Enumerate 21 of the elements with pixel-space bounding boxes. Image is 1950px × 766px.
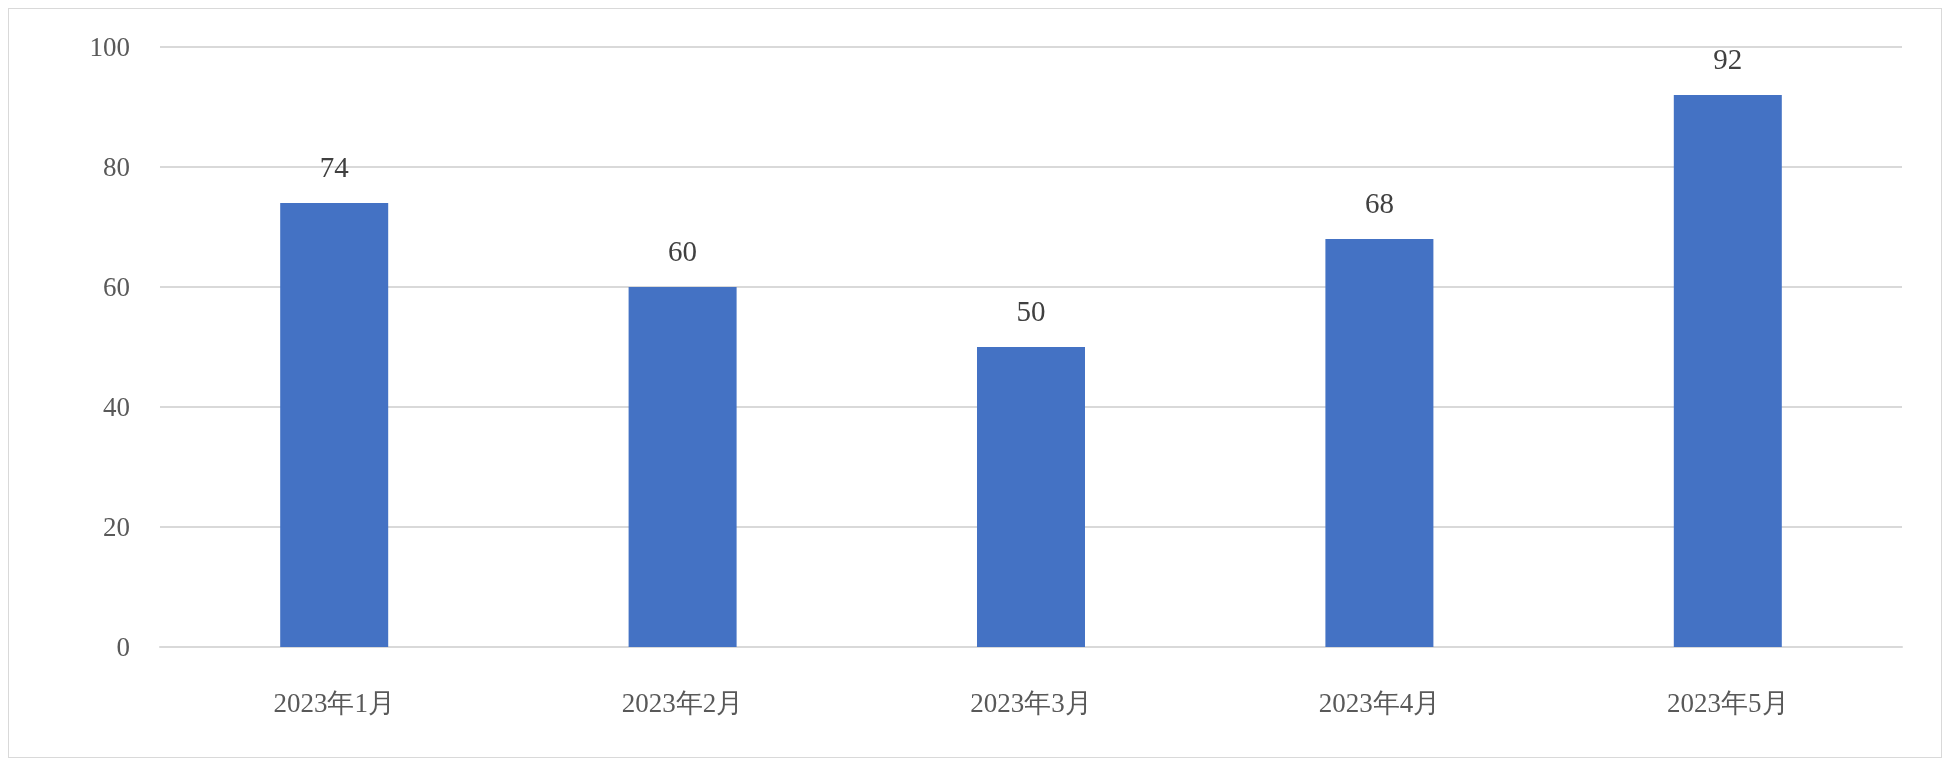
data-label: 92: [1713, 42, 1743, 75]
bar: [1673, 95, 1782, 647]
x-tick-label: 2023年1月: [273, 687, 395, 718]
data-label: 50: [1016, 294, 1046, 327]
bar: [280, 203, 389, 647]
bar: [977, 347, 1085, 647]
y-tick-label: 40: [103, 392, 130, 422]
y-tick-label: 100: [89, 32, 130, 62]
x-tick-label: 2023年3月: [970, 687, 1092, 718]
data-label: 60: [668, 234, 698, 267]
y-tick-label: 0: [116, 632, 130, 662]
y-tick-label: 20: [103, 512, 130, 542]
x-tick-label: 2023年4月: [1318, 687, 1441, 718]
data-label: 68: [1364, 186, 1394, 219]
y-tick-label: 60: [103, 272, 130, 302]
data-label: 74: [319, 150, 350, 183]
bar: [628, 287, 737, 647]
bar: [1325, 239, 1434, 647]
x-tick-label: 2023年5月: [1667, 687, 1789, 718]
y-tick-label: 80: [103, 152, 130, 182]
x-tick-label: 2023年2月: [621, 687, 744, 718]
